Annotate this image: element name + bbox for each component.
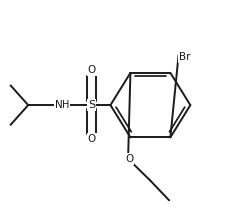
Text: Br: Br	[179, 52, 190, 62]
Text: O: O	[125, 154, 133, 164]
Text: N: N	[55, 100, 63, 110]
Text: O: O	[87, 134, 96, 144]
Text: H: H	[62, 100, 69, 110]
Text: S: S	[88, 100, 95, 110]
Text: O: O	[87, 65, 96, 75]
